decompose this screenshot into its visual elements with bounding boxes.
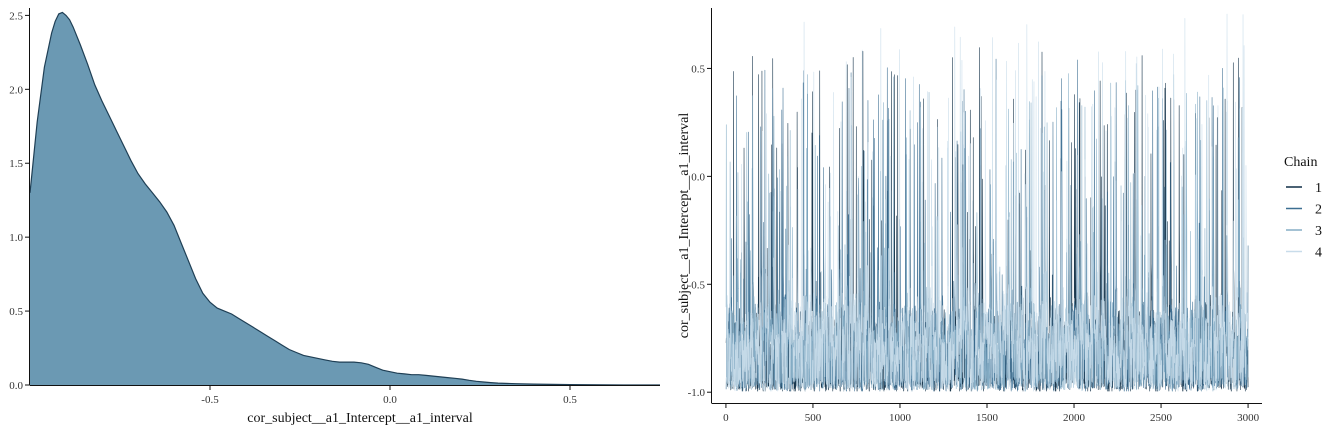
density-y-tick-label: 2.5	[9, 10, 23, 22]
trace-y-ticks: -1.0 -0.5 0.0 0.5	[688, 63, 712, 399]
trace-x-tick-label: 1000	[889, 412, 912, 424]
density-y-tick-label: 0.5	[9, 306, 23, 318]
legend-label-chain-1: 1	[1315, 181, 1322, 196]
trace-y-axis-title: cor_subject__a1_Intercept__a1_interval	[677, 113, 692, 339]
density-y-ticks: 0.0 0.5 1.0 1.5 2.0 2.5	[9, 10, 30, 392]
trace-x-tick-label: 0	[723, 412, 729, 424]
density-panel: -0.5 0.0 0.5 0.0 0.5 1.0 1.5 2.0 2.5 cor_subjec…	[9, 8, 660, 426]
density-x-ticks: -0.5 0.0 0.5	[201, 385, 577, 406]
legend-items: 1 2 3 4	[1286, 181, 1322, 261]
trace-y-tick-label: 0.0	[691, 171, 705, 183]
density-area	[30, 12, 660, 386]
trace-x-ticks: 0 500 1000 1500 2000 2500 3000	[723, 403, 1260, 424]
trace-x-tick-label: 500	[805, 412, 822, 424]
trace-x-tick-label: 2500	[1150, 412, 1173, 424]
trace-lines	[725, 13, 1249, 392]
legend-label-chain-4: 4	[1315, 246, 1322, 261]
legend-title: Chain	[1284, 155, 1317, 170]
trace-x-tick-label: 1500	[976, 412, 999, 424]
density-x-tick-label: 0.5	[563, 394, 577, 406]
density-y-tick-label: 0.0	[9, 380, 23, 392]
density-x-tick-label: -0.5	[201, 394, 219, 406]
legend-label-chain-2: 2	[1315, 203, 1322, 218]
density-outline	[29, 11, 660, 386]
trace-line-chain-4	[725, 13, 1249, 392]
legend-label-chain-3: 3	[1315, 224, 1322, 239]
density-y-tick-label: 1.0	[9, 232, 23, 244]
chain-legend: Chain 1 2 3 4	[1284, 155, 1322, 261]
density-x-tick-label: 0.0	[383, 394, 397, 406]
trace-x-tick-label: 3000	[1237, 412, 1260, 424]
density-x-axis-title: cor_subject__a1_Intercept__a1_interval	[247, 411, 473, 426]
density-y-tick-label: 1.5	[9, 158, 23, 170]
density-y-tick-label: 2.0	[9, 84, 23, 96]
trace-y-tick-label: -0.5	[688, 279, 706, 291]
trace-y-tick-label: 0.5	[691, 63, 705, 75]
trace-x-tick-label: 2000	[1063, 412, 1086, 424]
trace-panel: 0 500 1000 1500 2000 2500 3000 -1.0-0.50.00.5 …	[677, 8, 1262, 424]
trace-y-tick-label: -1.0	[688, 387, 706, 399]
